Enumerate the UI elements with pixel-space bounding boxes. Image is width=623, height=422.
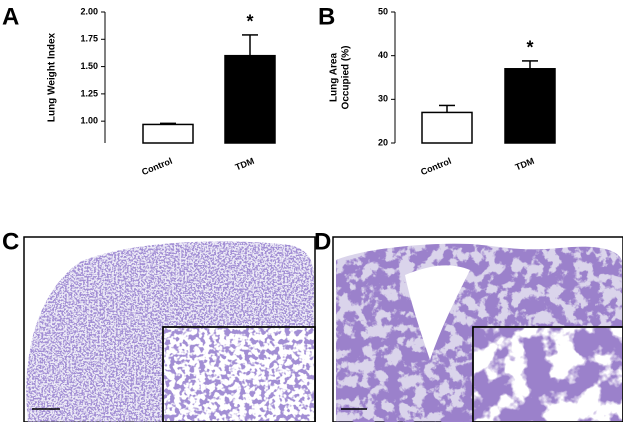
panel-label: B: [318, 3, 335, 30]
panel-label: A: [2, 3, 19, 30]
y-tick-label: 40: [378, 50, 388, 60]
y-axis-label: Lung Weight Index: [47, 32, 58, 122]
panel-label: C: [2, 228, 19, 255]
x-tick-label: TDM: [514, 156, 536, 173]
x-tick-label: Control: [419, 156, 452, 177]
y-tick-label: 1.75: [80, 34, 98, 44]
panel-label: D: [314, 228, 331, 255]
x-tick-label: Control: [140, 156, 173, 177]
y-tick-label: 2.00: [80, 6, 98, 16]
histology-d: [332, 236, 623, 422]
y-tick-label: 1.00: [80, 116, 98, 126]
y-tick-label: 50: [378, 6, 388, 16]
histology-c: [23, 236, 316, 422]
y-axis-label: Occupied (%): [341, 46, 352, 110]
y-tick-label: 20: [378, 137, 388, 147]
bar: [504, 68, 556, 144]
bar: [421, 111, 473, 144]
x-tick-label: TDM: [234, 156, 256, 173]
y-axis-label: Lung Area: [329, 53, 340, 103]
significance-mark: *: [526, 38, 533, 58]
significance-mark: *: [246, 12, 253, 32]
y-tick-label: 30: [378, 94, 388, 104]
y-tick-label: 1.25: [80, 88, 98, 98]
y-tick-label: 1.50: [80, 61, 98, 71]
bar: [142, 123, 194, 144]
bar: [224, 54, 276, 144]
